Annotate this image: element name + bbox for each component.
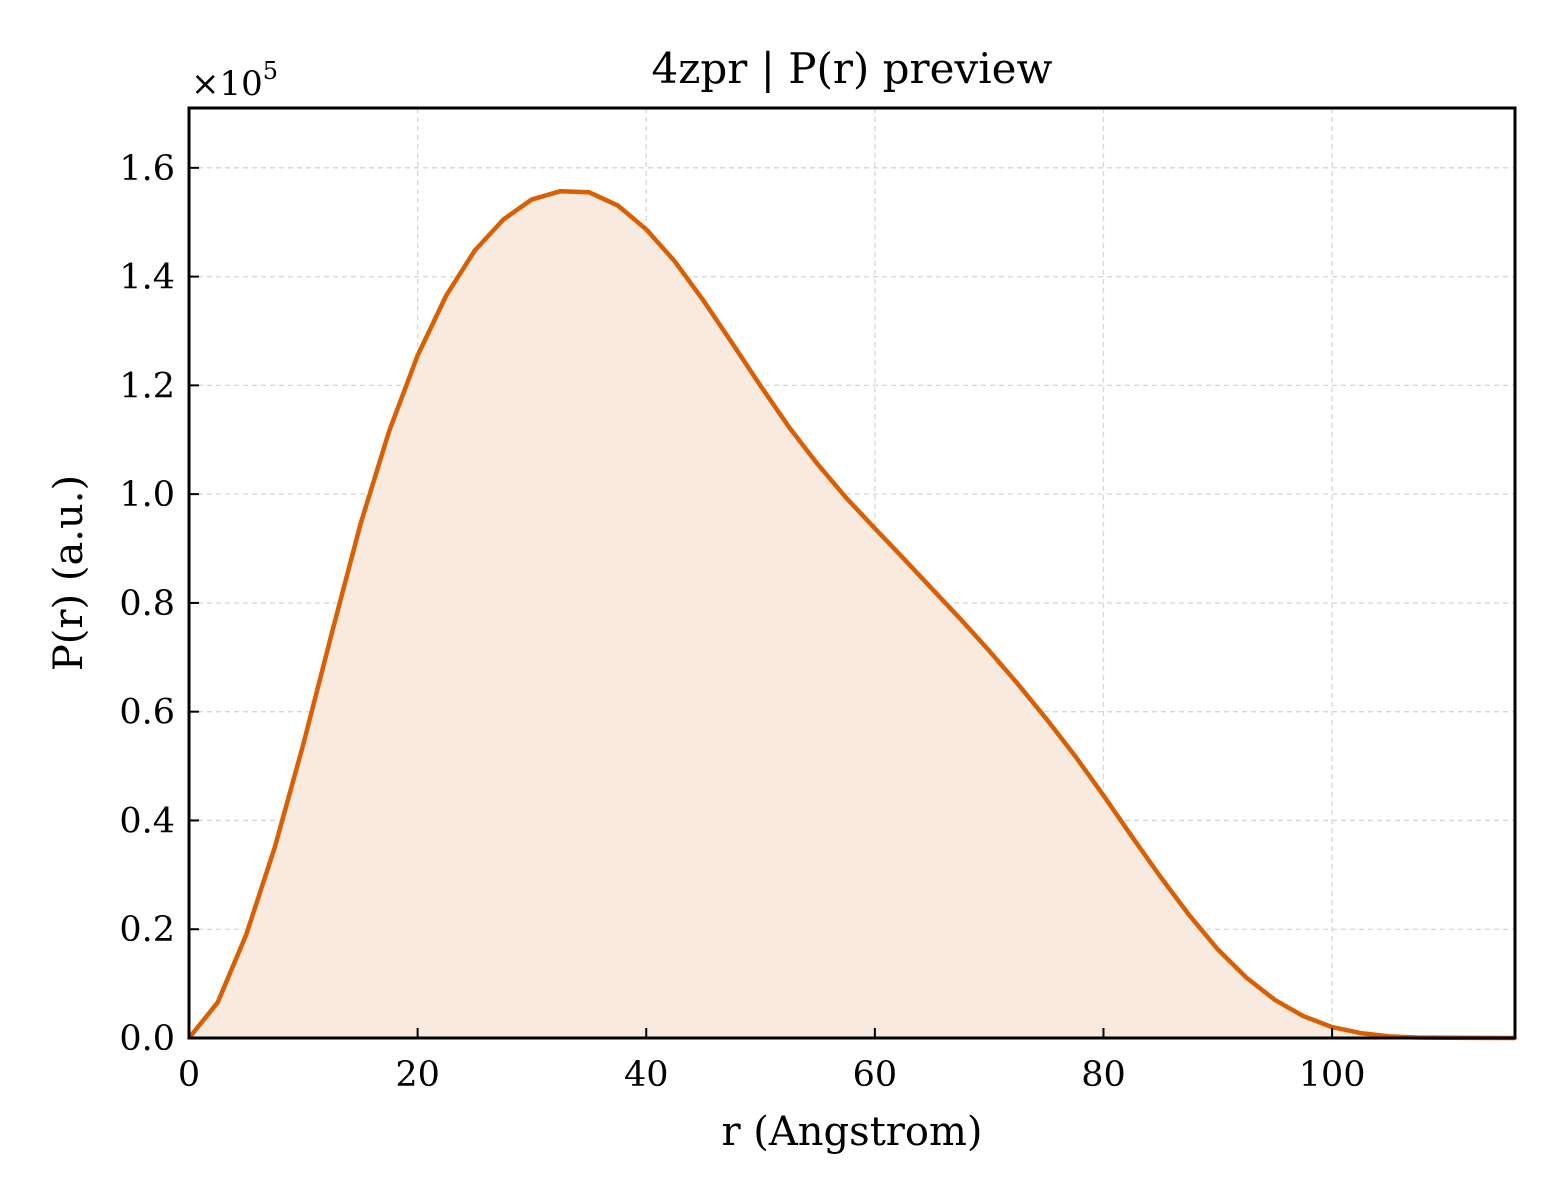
y-tick-label: 1.6 [119, 149, 175, 189]
x-tick-label: 20 [395, 1055, 440, 1095]
y-tick-label: 1.4 [119, 258, 175, 298]
y-tick-label: 0.0 [119, 1019, 175, 1059]
y-offset-label: ×105 [191, 57, 278, 104]
y-tick-label: 1.2 [119, 366, 175, 406]
y-tick-label: 0.2 [119, 910, 175, 950]
y-offset-exponent: 5 [263, 57, 278, 85]
y-tick-label: 0.4 [119, 801, 175, 841]
y-tick-label: 0.6 [119, 693, 175, 733]
chart-title: 4zpr | P(r) preview [652, 44, 1053, 93]
y-tick-label: 1.0 [119, 475, 175, 515]
y-axis-label: P(r) (a.u.) [46, 475, 92, 671]
y-tick-label: 0.8 [119, 584, 175, 624]
plot-frame [187, 106, 1517, 1040]
x-tick-label: 80 [1081, 1055, 1126, 1095]
x-tick-label: 60 [853, 1055, 898, 1095]
pr-area-fill [189, 191, 1515, 1038]
y-tick-labels: 0.0 0.2 0.4 0.6 0.8 1.0 1.2 1.4 1.6 [119, 149, 175, 1059]
x-tick-labels: 0 20 40 60 80 100 [178, 1055, 1366, 1095]
pr-curve-line [187, 188, 1515, 1041]
x-axis-label: r (Angstrom) [721, 1109, 982, 1155]
x-tick-label: 40 [624, 1055, 669, 1095]
x-tick-label: 100 [1299, 1055, 1366, 1095]
x-tick-label: 0 [178, 1055, 200, 1095]
